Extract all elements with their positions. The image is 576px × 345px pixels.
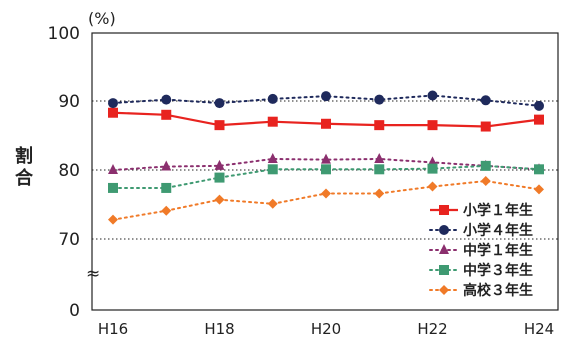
data-point	[108, 164, 118, 174]
legend-label: 中学３年生	[463, 262, 533, 279]
legend-item: 中学１年生	[429, 242, 533, 259]
data-point	[161, 160, 172, 171]
data-point	[214, 159, 225, 170]
y-tick-label: 70	[58, 230, 80, 250]
data-point	[321, 164, 331, 175]
legend-label: 小学４年生	[463, 222, 533, 239]
data-point	[374, 152, 385, 163]
series-4	[108, 160, 544, 193]
series-line	[112, 157, 540, 171]
data-point	[480, 176, 491, 187]
legend-item: 小学４年生	[429, 222, 533, 239]
data-point	[534, 184, 544, 195]
data-point	[427, 163, 438, 174]
data-point	[267, 152, 278, 163]
legend-marker	[439, 244, 449, 254]
data-point	[427, 90, 438, 101]
data-point	[161, 205, 172, 216]
data-point	[480, 95, 491, 106]
data-point	[427, 181, 438, 192]
series-line	[112, 94, 540, 107]
legend-item: 中学３年生	[429, 262, 533, 279]
data-point	[321, 188, 331, 199]
data-point	[534, 100, 544, 111]
legend-marker	[439, 225, 449, 235]
legend-marker	[439, 285, 449, 295]
data-point	[534, 114, 544, 125]
data-point	[214, 172, 225, 183]
plot-frame	[91, 32, 559, 311]
data-point	[108, 214, 118, 225]
data-point	[267, 164, 278, 175]
y-tick-label: 100	[48, 24, 80, 44]
data-point	[214, 120, 225, 131]
data-point	[374, 120, 385, 131]
data-point	[214, 98, 225, 109]
data-point	[534, 164, 544, 175]
data-point	[161, 109, 172, 120]
series-1	[108, 107, 544, 132]
data-point	[108, 98, 118, 109]
x-tick-label: H18	[204, 320, 234, 338]
x-tick-label: H20	[311, 320, 341, 338]
axes: 100 90 80 70 0 H16 H18 H20 H22 H24	[48, 24, 559, 338]
data-point	[321, 91, 331, 102]
legend-item: 高校３年生	[429, 282, 533, 299]
data-point	[427, 120, 438, 131]
y-axis-label: 割合	[15, 145, 34, 189]
data-point	[480, 160, 491, 171]
y-tick-label: 90	[58, 92, 80, 112]
data-point	[321, 118, 331, 129]
data-point	[480, 121, 491, 132]
data-point	[267, 116, 278, 127]
data-point	[374, 164, 385, 175]
data-point	[214, 194, 225, 205]
axis-break-symbol: ≈	[86, 264, 100, 284]
legend-label: 小学１年生	[463, 202, 533, 219]
data-point	[161, 182, 172, 193]
data-point	[108, 107, 118, 118]
legend-item: 小学１年生	[430, 202, 533, 219]
legend-label: 高校３年生	[463, 282, 533, 299]
legend-marker	[439, 265, 449, 275]
data-point	[374, 188, 385, 199]
series-5	[108, 176, 544, 225]
series-group	[108, 90, 544, 225]
data-point	[108, 182, 118, 193]
series-2	[108, 90, 544, 111]
data-point	[161, 94, 172, 105]
data-point	[267, 198, 278, 209]
legend-label: 中学１年生	[463, 242, 533, 259]
x-tick-label: H24	[524, 320, 554, 338]
y-tick-label: 0	[69, 301, 80, 321]
y-axis-unit: (%)	[88, 9, 116, 28]
legend-marker	[439, 205, 449, 215]
x-tick-label: H22	[417, 320, 447, 338]
data-point	[374, 94, 385, 105]
y-tick-label: 80	[58, 161, 80, 181]
data-point	[267, 93, 278, 104]
data-point	[321, 153, 331, 164]
series-line	[112, 164, 540, 189]
x-tick-label: H16	[98, 320, 128, 338]
